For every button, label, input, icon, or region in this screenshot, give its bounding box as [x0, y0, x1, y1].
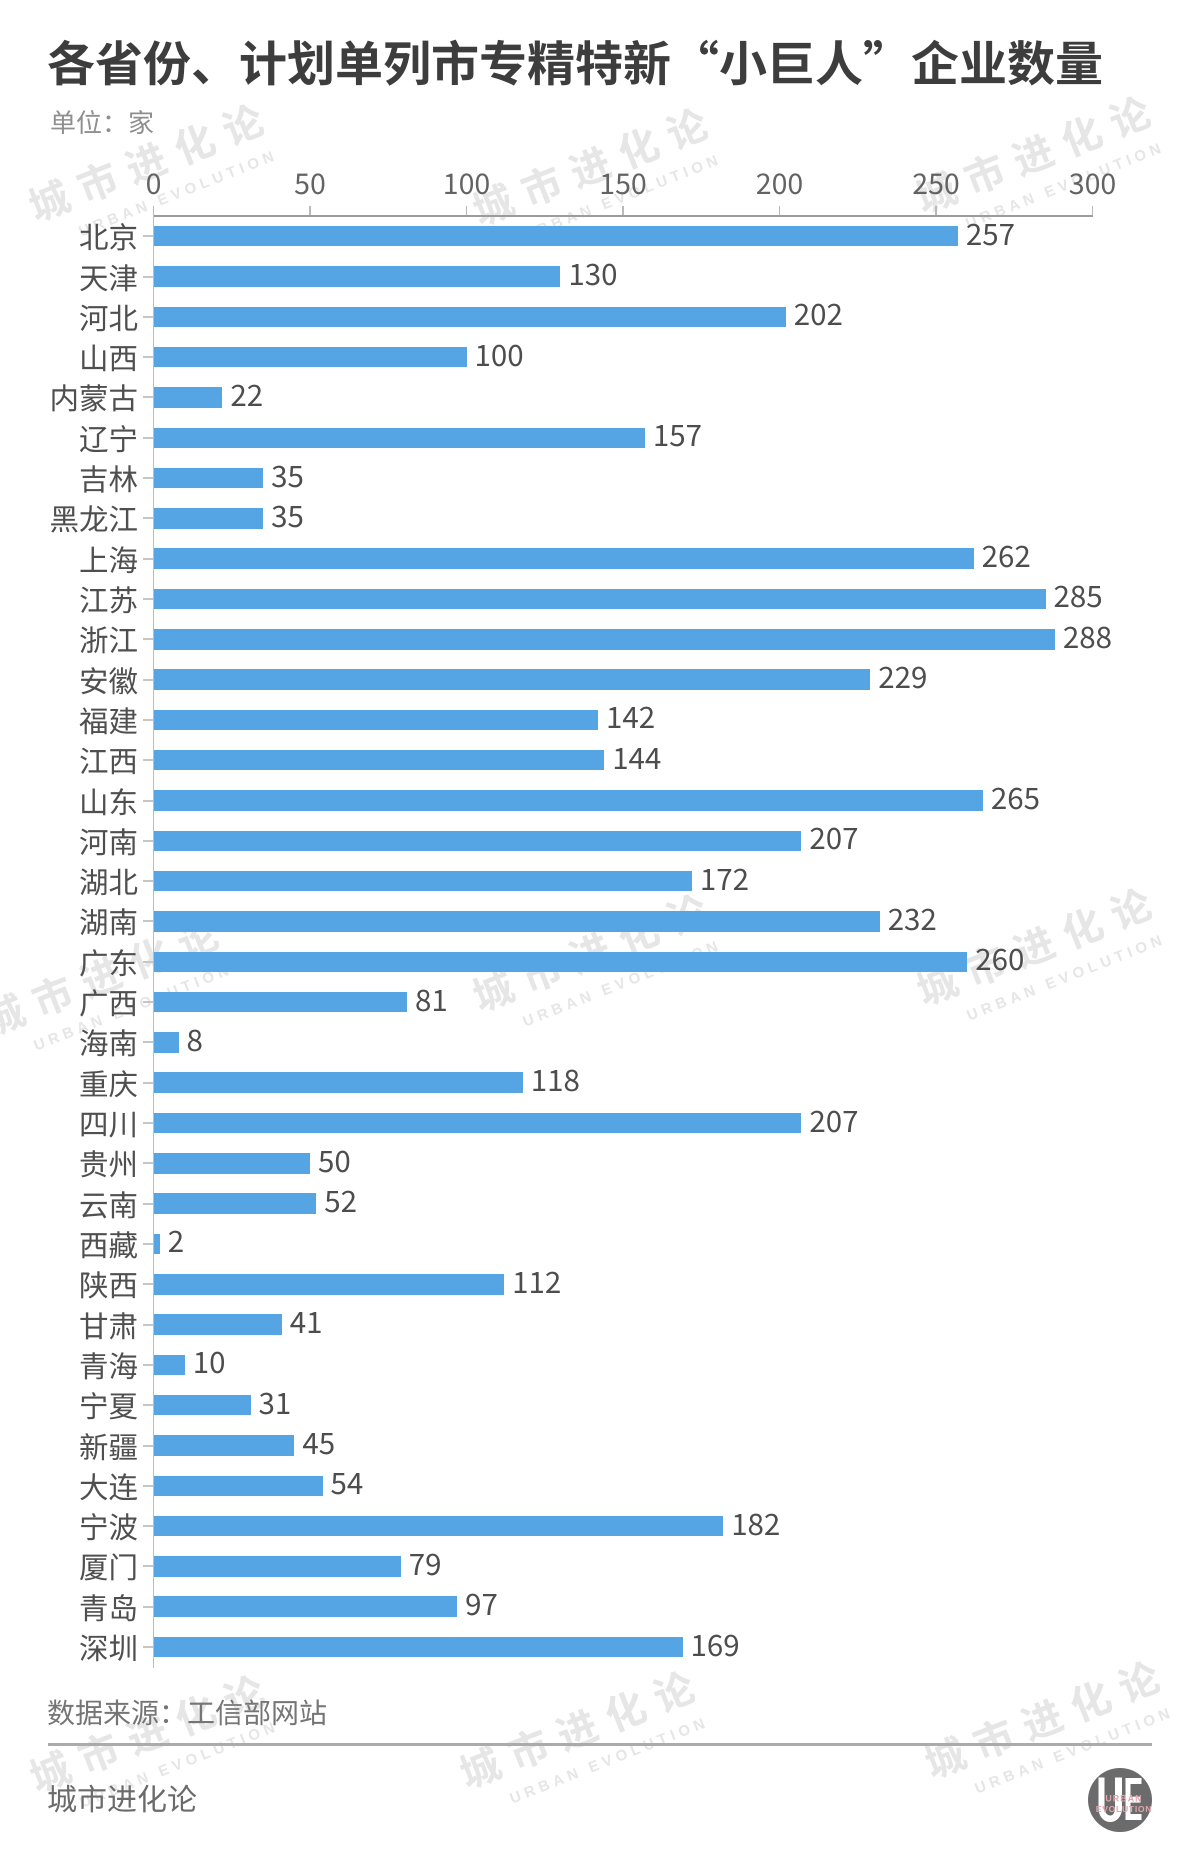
svg-text:URBAN: URBAN — [1105, 1794, 1142, 1804]
svg-text:EVOLUTION: EVOLUTION — [1096, 1804, 1152, 1814]
